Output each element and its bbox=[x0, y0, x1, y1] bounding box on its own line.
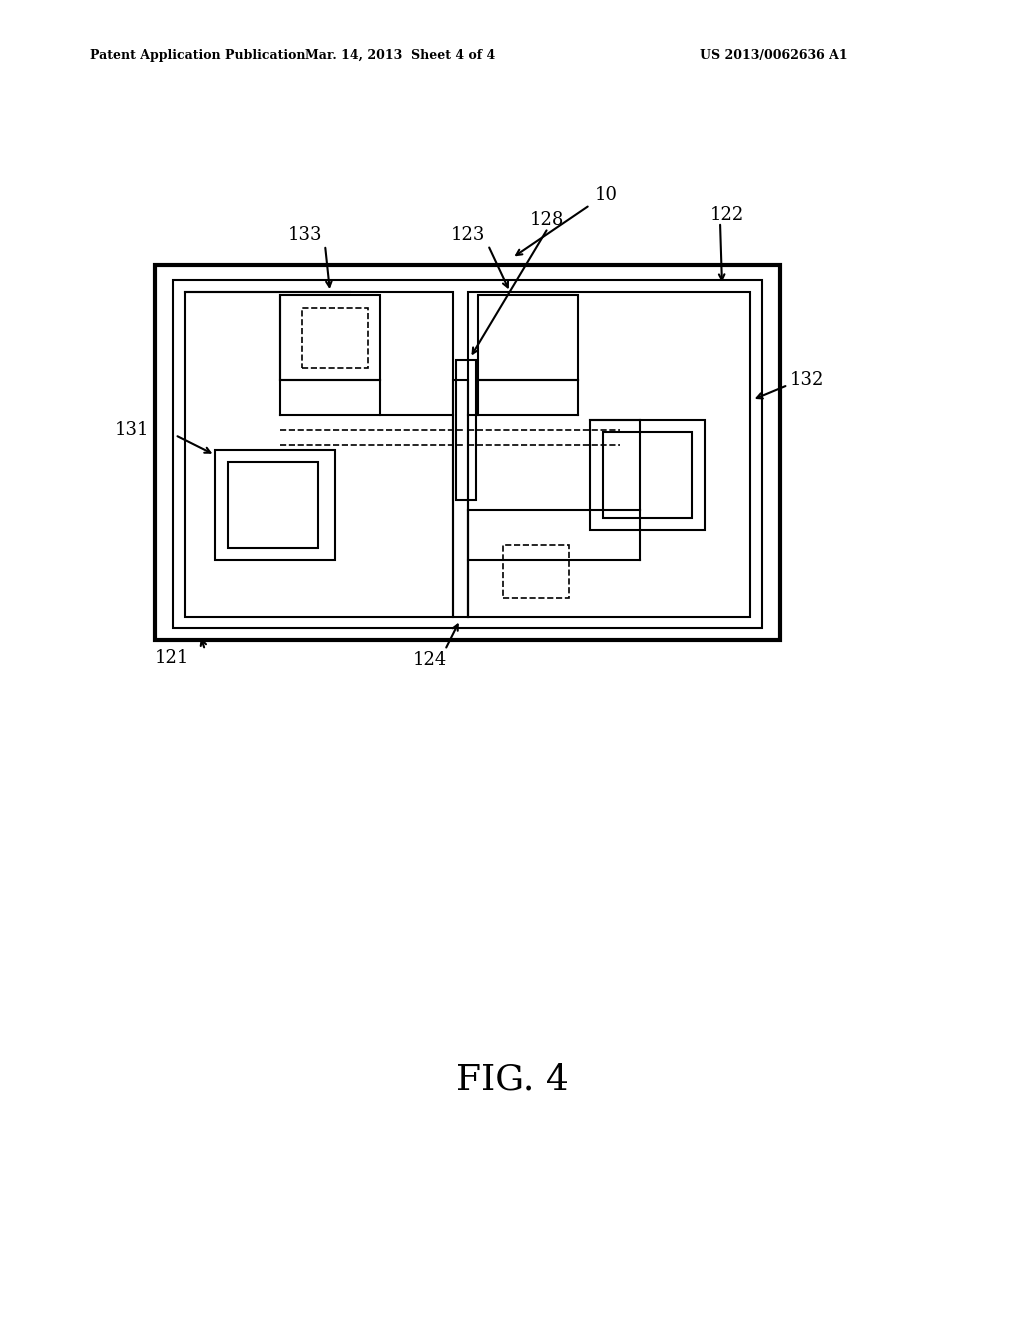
Bar bbox=[478, 294, 578, 380]
Bar bbox=[185, 292, 453, 616]
Text: FIG. 4: FIG. 4 bbox=[456, 1063, 568, 1097]
Bar bbox=[302, 308, 368, 368]
Bar bbox=[503, 545, 569, 598]
Text: 131: 131 bbox=[115, 421, 150, 440]
Text: 10: 10 bbox=[595, 186, 618, 205]
Text: 123: 123 bbox=[451, 226, 485, 244]
Bar bbox=[453, 380, 468, 616]
Bar bbox=[173, 280, 762, 628]
Bar bbox=[603, 432, 692, 517]
Bar bbox=[280, 294, 380, 380]
Text: US 2013/0062636 A1: US 2013/0062636 A1 bbox=[700, 49, 848, 62]
Text: 121: 121 bbox=[155, 649, 189, 667]
Bar bbox=[215, 450, 335, 560]
Text: 133: 133 bbox=[288, 226, 323, 244]
Text: Patent Application Publication: Patent Application Publication bbox=[90, 49, 305, 62]
Bar bbox=[155, 265, 780, 640]
Bar bbox=[468, 292, 750, 616]
Text: 128: 128 bbox=[530, 211, 564, 228]
Text: 122: 122 bbox=[710, 206, 744, 224]
Bar bbox=[590, 420, 705, 531]
Text: Mar. 14, 2013  Sheet 4 of 4: Mar. 14, 2013 Sheet 4 of 4 bbox=[305, 49, 496, 62]
Text: 124: 124 bbox=[413, 651, 447, 669]
Bar bbox=[228, 462, 318, 548]
Text: 132: 132 bbox=[790, 371, 824, 389]
Bar bbox=[456, 360, 476, 500]
